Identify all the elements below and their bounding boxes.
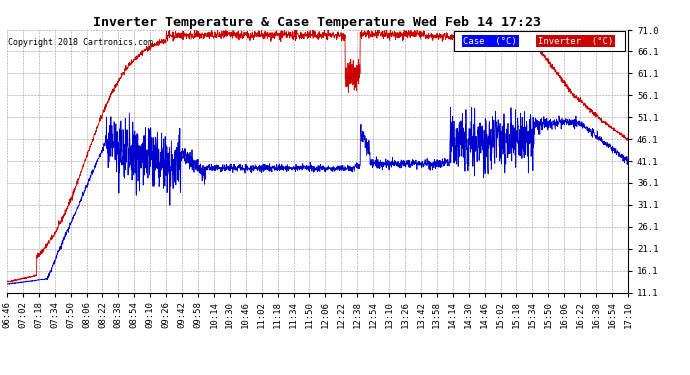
Text: Inverter  (°C): Inverter (°C) [538,37,613,46]
Text: Case  (°C): Case (°C) [464,37,517,46]
Title: Inverter Temperature & Case Temperature Wed Feb 14 17:23: Inverter Temperature & Case Temperature … [93,16,542,29]
Text: Copyright 2018 Cartronics.com: Copyright 2018 Cartronics.com [8,38,153,47]
FancyBboxPatch shape [454,32,625,51]
